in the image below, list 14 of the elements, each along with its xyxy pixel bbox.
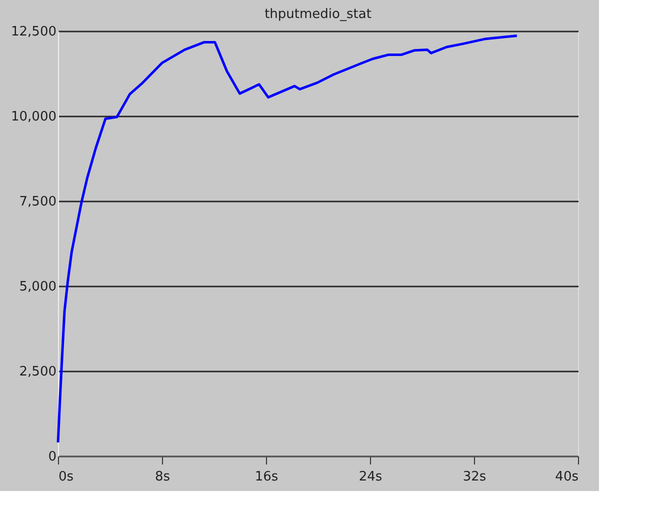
x-tick-label: 32s: [462, 470, 486, 484]
y-tick-label: 10,000: [11, 110, 56, 124]
x-tick-label: 16s: [254, 470, 278, 484]
y-tick-label: 7,500: [19, 194, 56, 210]
x-tick-label: 8s: [154, 470, 170, 484]
x-tick-label: 24s: [358, 470, 382, 484]
y-tick-label: 5,000: [19, 280, 56, 294]
y-tick-label: 2,500: [19, 364, 56, 380]
x-tick-label: 0s: [58, 470, 74, 484]
y-tick-label: 12,500: [11, 24, 56, 40]
y-tick-label: 0: [48, 450, 56, 464]
chart-title: thputmedio_stat: [264, 7, 372, 22]
x-tick-label: 40s: [555, 470, 579, 484]
line-series: [56, 34, 518, 444]
